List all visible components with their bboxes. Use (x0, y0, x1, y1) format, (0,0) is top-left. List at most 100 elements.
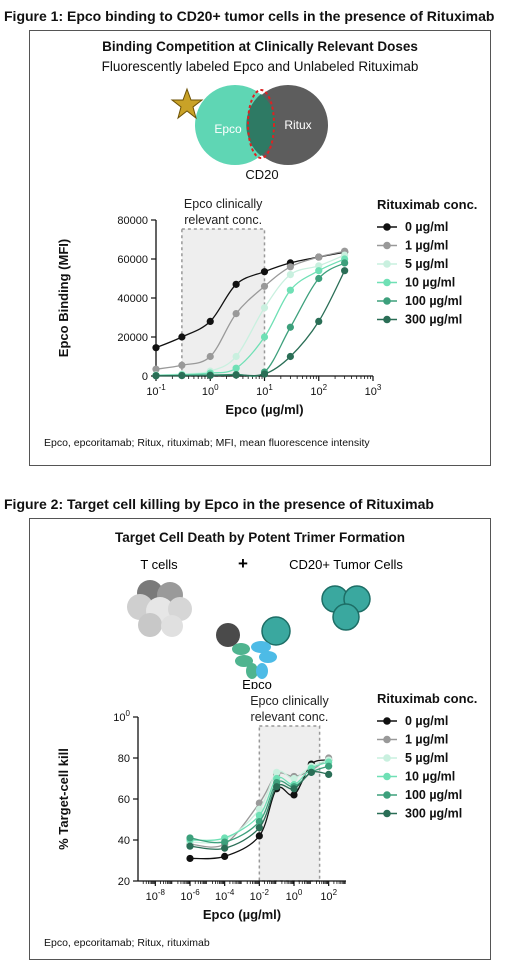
x-tick-label: 10-1 (146, 383, 166, 398)
data-point (232, 280, 240, 288)
data-point (255, 817, 263, 826)
x-tick-label: 101 (256, 383, 273, 398)
x-axis-label: Epco (µg/ml) (225, 402, 303, 417)
legend-entry: 100 µg/ml (405, 788, 462, 802)
data-point (290, 774, 298, 783)
plus-sign: + (238, 554, 248, 573)
data-point (152, 344, 160, 352)
region-label-line2: relevant conc. (184, 213, 262, 227)
x-tick-label: 10-2 (250, 888, 270, 903)
legend-marker (383, 772, 391, 781)
legend-marker (383, 315, 391, 324)
data-point (152, 372, 160, 380)
venn-diagram: Epco Ritux CD20 (170, 85, 328, 182)
data-point (260, 268, 269, 276)
x-tick-label: 100 (202, 383, 219, 398)
epco-label: Epco (242, 677, 272, 689)
legend-entry: 1 µg/ml (405, 239, 448, 253)
data-point (325, 762, 333, 770)
data-point (206, 352, 214, 361)
data-point (260, 370, 269, 378)
x-tick-label: 100 (286, 888, 303, 903)
data-point (260, 304, 269, 312)
legend-entry: 10 µg/ml (405, 276, 455, 290)
data-point (255, 799, 263, 807)
data-point (186, 854, 194, 863)
data-point (315, 274, 323, 283)
x-tick-label: 10-6 (180, 888, 200, 903)
figure2-panel: Target Cell Death by Potent Trimer Forma… (29, 518, 491, 960)
data-point (232, 371, 240, 379)
data-point (341, 267, 349, 275)
figure1-heading: Figure 1: Epco binding to CD20+ tumor ce… (4, 8, 495, 24)
data-point (286, 286, 294, 294)
legend-entry: 1 µg/ml (405, 733, 448, 747)
data-point (255, 811, 263, 819)
data-point (273, 783, 281, 791)
data-point (186, 834, 194, 842)
legend-marker (383, 223, 391, 231)
figure1-panel-subtitle: Fluorescently labeled Epco and Unlabeled… (101, 59, 419, 74)
legend-entry: 10 µg/ml (405, 770, 455, 784)
data-point (255, 832, 263, 840)
y-tick-label: 40 (118, 835, 130, 847)
data-point (286, 323, 294, 331)
legend-marker (383, 278, 391, 287)
y-tick-label: 80000 (117, 215, 148, 227)
legend-marker (383, 809, 391, 818)
data-point (221, 844, 229, 852)
y-tick-label: 20000 (117, 332, 148, 344)
trimer-complex-icon (216, 616, 291, 679)
data-point (341, 259, 349, 267)
data-point (178, 372, 186, 380)
y-tick-label: 100 (113, 709, 130, 724)
legend-marker (383, 717, 391, 725)
region-label-line1: Epco clinically (184, 197, 263, 211)
legend-title: Rituximab conc. (377, 197, 477, 212)
data-point (255, 824, 263, 832)
figure1-footnote: Epco, epcoritamab; Ritux, rituximab; MFI… (44, 437, 370, 449)
legend-marker (383, 297, 391, 305)
data-point (325, 770, 333, 778)
y-tick-label: 40000 (117, 293, 148, 305)
legend-entry: 0 µg/ml (405, 220, 448, 234)
legend-entry: 100 µg/ml (405, 294, 462, 308)
x-tick-label: 102 (320, 888, 337, 903)
data-point (290, 791, 298, 799)
data-point (315, 253, 323, 261)
data-point (232, 310, 240, 318)
legend-marker (383, 241, 391, 250)
data-point (260, 333, 269, 341)
trimer-illustration: T cells + CD20+ Tumor Cells E (127, 554, 403, 689)
tumor-cells-icon (321, 585, 371, 631)
tumor-cells-label: CD20+ Tumor Cells (289, 557, 403, 572)
data-point (255, 805, 263, 813)
legend-entry: 5 µg/ml (405, 751, 448, 765)
figure2-footnote: Epco, epcoritamab; Ritux, rituximab (44, 937, 210, 949)
data-point (307, 768, 315, 776)
data-point (232, 364, 240, 372)
data-point (260, 282, 269, 290)
data-point (286, 263, 294, 271)
killing-chart: Epco clinically relevant conc. 20 40 60 80 100… (56, 691, 477, 922)
overlap-region (246, 94, 276, 156)
region-label-line2: relevant conc. (251, 710, 329, 724)
region-label-line1: Epco clinically (250, 694, 329, 708)
venn-caption: CD20 (245, 167, 278, 182)
y-tick-label: 0 (142, 371, 148, 383)
legend-entry: 300 µg/ml (405, 313, 462, 327)
data-point (315, 317, 323, 325)
legend-entry: 0 µg/ml (405, 714, 448, 728)
legend-entry: 300 µg/ml (405, 807, 462, 821)
data-point (286, 271, 294, 279)
tcells-label: T cells (140, 557, 178, 572)
x-tick-label: 102 (310, 383, 327, 398)
x-axis-label: Epco (µg/ml) (203, 907, 281, 922)
y-axis-label: % Target-cell kill (56, 748, 71, 850)
data-point (286, 352, 294, 361)
data-point (273, 768, 281, 776)
figure2-heading: Figure 2: Target cell killing by Epco in… (4, 496, 434, 512)
data-point (152, 365, 160, 373)
figure1-panel: Binding Competition at Clinically Releva… (29, 30, 491, 466)
venn-ritux-label: Ritux (284, 118, 311, 132)
